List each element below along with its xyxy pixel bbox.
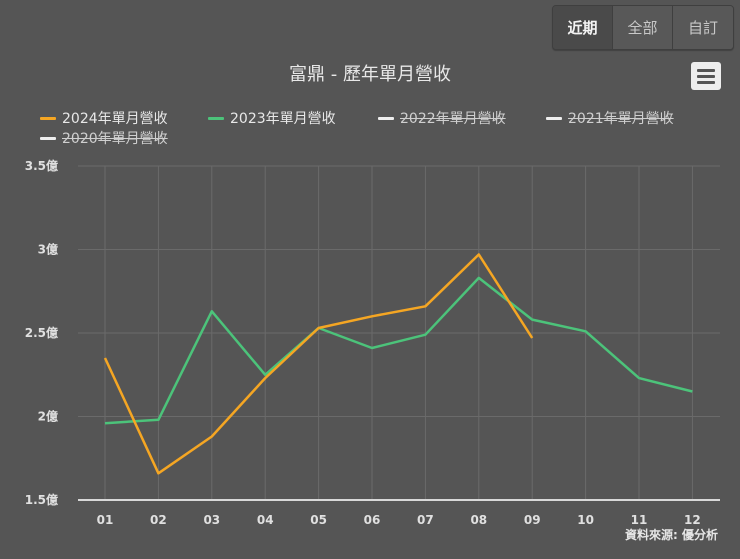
- legend-swatch-2022: [378, 116, 394, 120]
- legend-swatch-2020: [40, 136, 56, 140]
- legend-label: 2020年單月營收: [62, 131, 168, 147]
- x-tick-label: 06: [364, 513, 381, 527]
- legend-label: 2024年單月營收: [62, 111, 168, 127]
- chart-menu-button[interactable]: [691, 62, 721, 90]
- y-tick-label: 2億: [38, 409, 58, 424]
- range-button-all[interactable]: 全部: [613, 6, 673, 49]
- legend-label: 2023年單月營收: [230, 111, 336, 127]
- range-selector: 近期 全部 自訂: [552, 5, 734, 50]
- legend-swatch-2023: [208, 116, 224, 120]
- y-tick-label: 2.5億: [25, 325, 58, 340]
- x-tick-label: 05: [310, 513, 327, 527]
- y-tick-label: 3.5億: [25, 158, 58, 173]
- legend-swatch-2021: [546, 116, 562, 120]
- y-tick-label: 1.5億: [25, 492, 58, 507]
- legend-label: 2021年單月營收: [568, 111, 674, 127]
- legend-item-2022[interactable]: 2022年單月營收: [378, 108, 506, 128]
- y-tick-label: 3億: [38, 242, 58, 257]
- x-tick-label: 09: [524, 513, 541, 527]
- x-tick-label: 12: [684, 513, 701, 527]
- legend-item-2021[interactable]: 2021年單月營收: [546, 108, 674, 128]
- x-tick-label: 08: [470, 513, 487, 527]
- legend-swatch-2024: [40, 116, 56, 120]
- x-axis: 01 02 03 04 05 06 07 08 09 10 11 12: [78, 499, 720, 527]
- legend-label: 2022年單月營收: [400, 111, 506, 127]
- x-tick-label: 01: [97, 513, 114, 527]
- legend-item-2023[interactable]: 2023年單月營收: [208, 108, 336, 128]
- chart-title: 富鼎 - 歷年單月營收: [289, 64, 451, 85]
- x-tick-label: 02: [150, 513, 167, 527]
- legend-item-2020[interactable]: 2020年單月營收: [40, 128, 168, 148]
- x-tick-label: 10: [577, 513, 594, 527]
- legend-item-2024[interactable]: 2024年單月營收: [40, 108, 168, 128]
- series-line-2024[interactable]: [103, 253, 534, 475]
- hamburger-menu-icon-bar: [697, 80, 715, 84]
- series-line-2023[interactable]: [104, 276, 693, 425]
- x-tick-label: 04: [257, 513, 274, 527]
- x-tick-label: 07: [417, 513, 434, 527]
- hamburger-menu-icon-bar: [697, 74, 715, 78]
- y-axis: 1.5億 2億 2.5億 3億 3.5億: [25, 158, 58, 507]
- range-button-custom[interactable]: 自訂: [673, 6, 733, 49]
- x-tick-label: 03: [203, 513, 220, 527]
- range-button-recent[interactable]: 近期: [553, 6, 613, 49]
- grid-lines: [78, 165, 720, 500]
- hamburger-menu-icon: [697, 68, 715, 72]
- chart-credit: 資料來源: 優分析: [625, 528, 718, 542]
- series-lines: [103, 253, 693, 475]
- x-tick-label: 11: [631, 513, 648, 527]
